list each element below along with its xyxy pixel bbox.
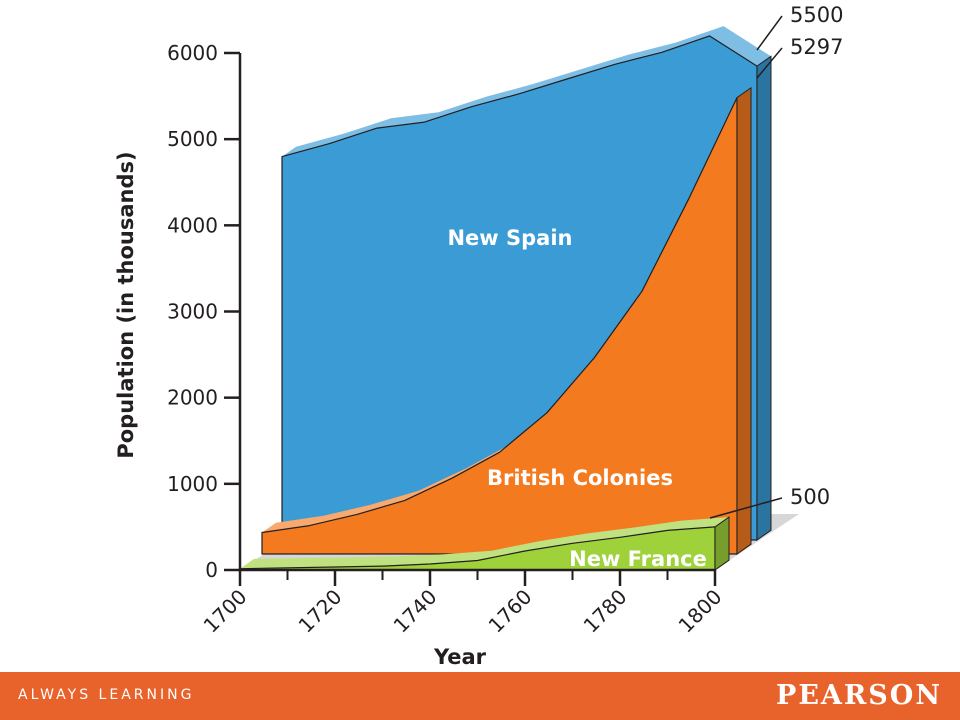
- x-axis-title: Year: [433, 645, 487, 669]
- population-chart: 0 1000 2000 3000 4000 5000 6000 1700 1720 1740 176…: [114, 3, 843, 669]
- callout-leader: [756, 15, 783, 51]
- series-label-new-france: New France: [569, 547, 707, 571]
- y-tick-label: 3000: [167, 300, 218, 324]
- x-tick-label: 1760: [484, 585, 537, 638]
- series-end-0: [756, 55, 772, 541]
- y-tick-label: 1000: [167, 472, 218, 496]
- brand-logo: PEARSON: [776, 680, 942, 711]
- series-end-2: [714, 516, 730, 571]
- callout-leader: [709, 497, 783, 519]
- series-rim-2: [240, 517, 729, 569]
- series-label-british-colonies: British Colonies: [487, 466, 673, 490]
- callout-label: 5297: [790, 35, 843, 59]
- footer-bar: ALWAYS LEARNING PEARSON: [0, 672, 960, 720]
- series-area-british-colonies: [261, 96, 738, 555]
- y-tick-label: 2000: [167, 386, 218, 410]
- y-tick-label: 4000: [167, 213, 218, 237]
- callout-leader: [756, 47, 783, 79]
- series-label-new-spain: New Spain: [447, 226, 572, 250]
- x-tick-label: 1720: [294, 585, 347, 638]
- y-tick-label: 0: [205, 558, 218, 582]
- series-area-new-france: [239, 526, 716, 571]
- footer-tagline: ALWAYS LEARNING: [18, 687, 195, 703]
- callout-label: 5500: [790, 3, 843, 27]
- x-tick-label: 1800: [674, 585, 727, 638]
- x-tick-label: 1780: [579, 585, 632, 638]
- y-tick-label: 6000: [167, 41, 218, 65]
- x-tick-label: 1700: [199, 585, 252, 638]
- y-axis-title: Population (in thousands): [114, 151, 138, 458]
- y-tick-label: 5000: [167, 127, 218, 151]
- x-tick-label: 1740: [389, 585, 442, 638]
- callout-label: 500: [790, 485, 830, 509]
- series-end-1: [736, 86, 752, 555]
